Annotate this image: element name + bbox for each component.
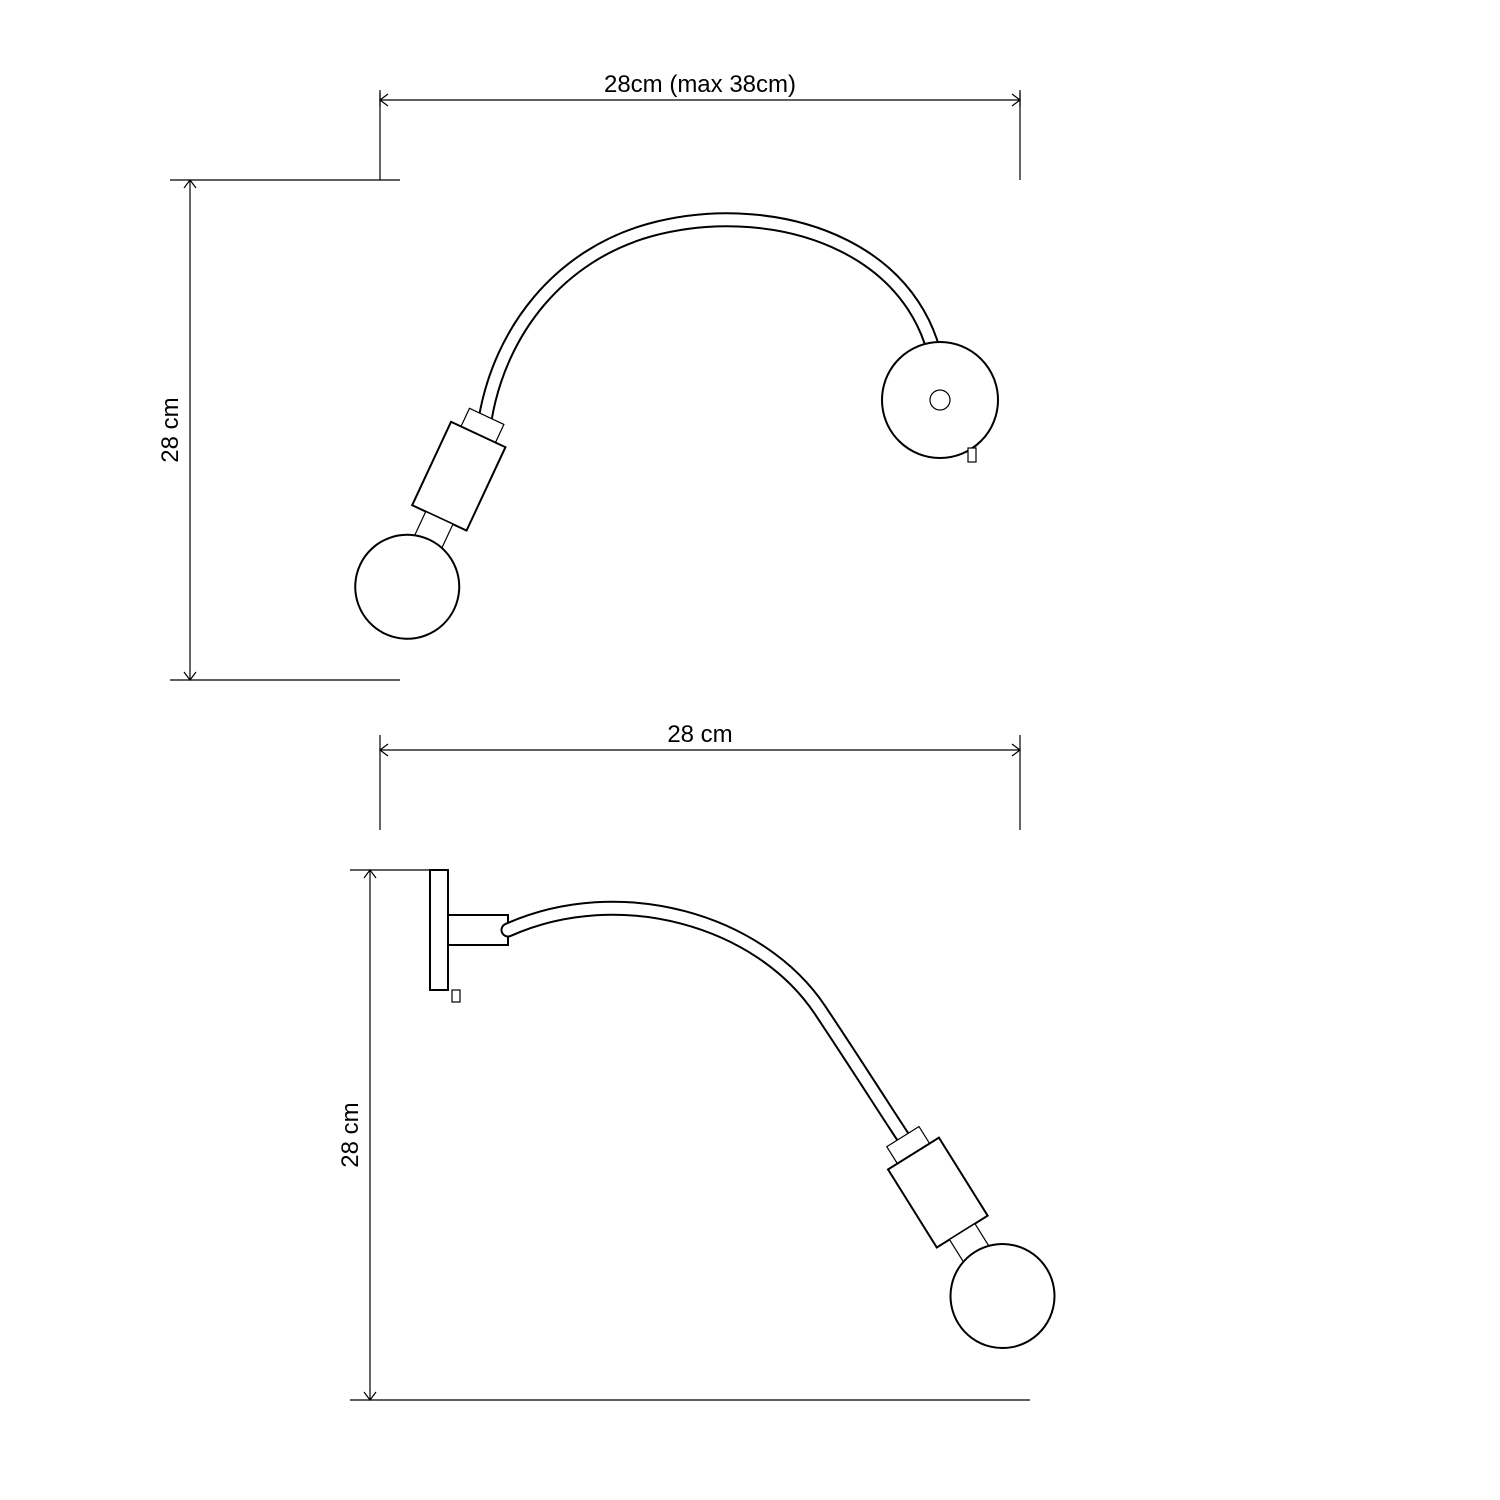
lamp-head-front xyxy=(338,394,534,655)
switch-nub xyxy=(968,448,976,462)
dimension-mid-width: 28 cm xyxy=(380,721,1020,830)
technical-drawing: 28cm (max 38cm) 28 cm xyxy=(0,0,1500,1500)
lamp-head-side xyxy=(859,1109,1074,1368)
dim-top-width-label: 28cm (max 38cm) xyxy=(604,71,796,98)
dimension-top-width: 28cm (max 38cm) xyxy=(380,71,1020,180)
side-view xyxy=(430,870,1074,1368)
wall-plate xyxy=(430,870,448,990)
switch-side xyxy=(452,990,460,1002)
dim-left-height2-label: 28 cm xyxy=(337,1102,364,1167)
plate-stem xyxy=(448,915,508,945)
dim-left-height-label: 28 cm xyxy=(157,397,184,462)
dim-mid-width-label: 28 cm xyxy=(667,721,732,748)
mount-center xyxy=(930,390,950,410)
front-view xyxy=(338,220,998,656)
